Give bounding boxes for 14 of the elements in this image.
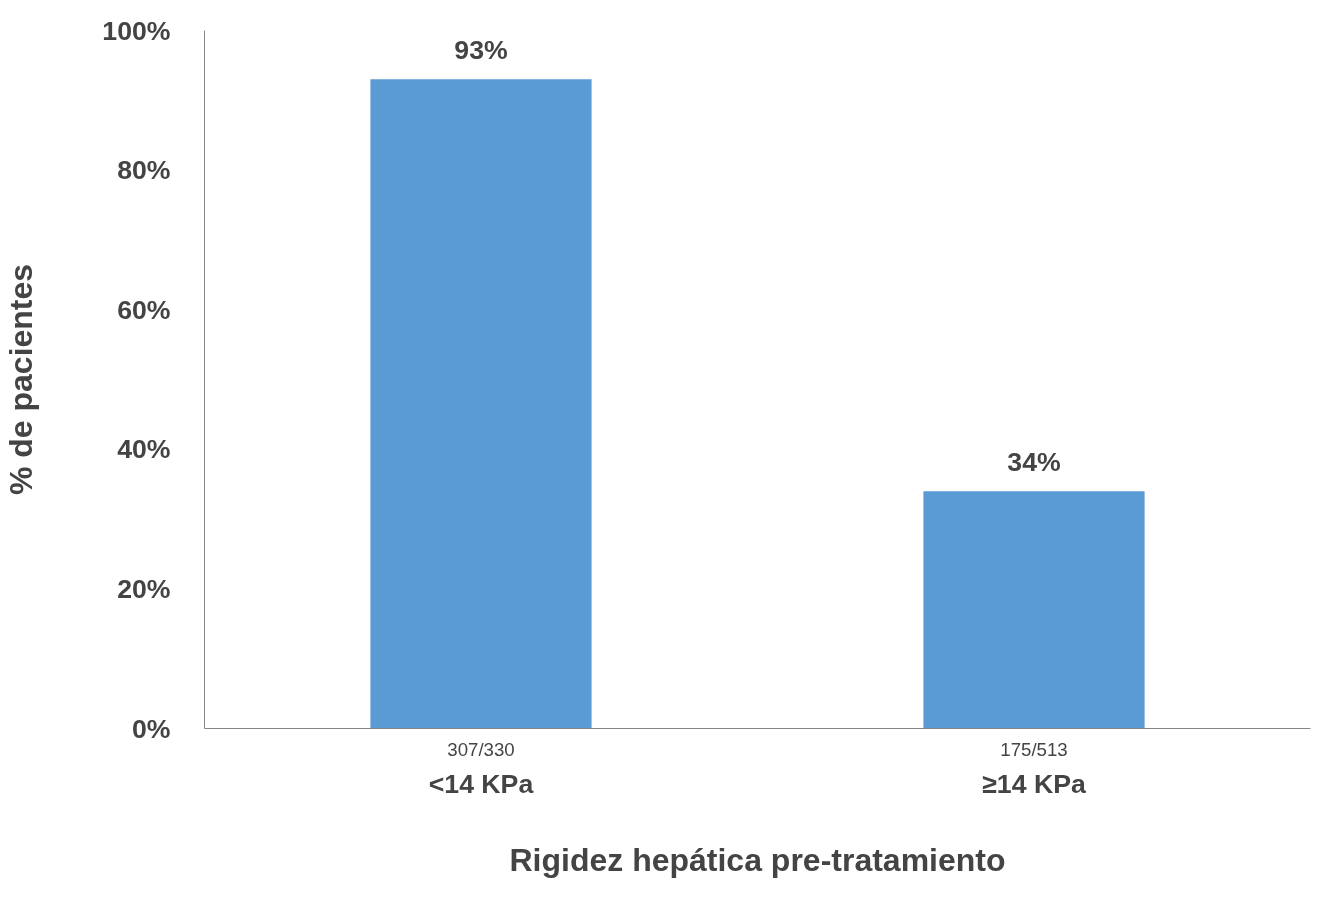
data-label: 34% bbox=[1007, 447, 1061, 478]
text: 175/513 bbox=[1000, 738, 1068, 760]
x-axis-title: Rigidez hepática pre-tratamiento bbox=[509, 841, 1006, 878]
y-tick-label: 20% bbox=[117, 573, 171, 604]
y-tick-label: 100% bbox=[102, 15, 171, 46]
y-tick-label: 80% bbox=[117, 155, 171, 186]
x-tick-label: <14 KPa bbox=[428, 768, 534, 799]
y-axis-title: % de pacientes bbox=[3, 263, 40, 496]
y-tick-label: 60% bbox=[117, 294, 171, 325]
text: 307/330 bbox=[447, 738, 515, 760]
x-tick-label: ≥14 KPa bbox=[982, 768, 1086, 799]
y-tick-label: 0% bbox=[131, 713, 171, 744]
data-label: 93% bbox=[454, 35, 508, 66]
y-tick-label: 40% bbox=[117, 434, 171, 465]
